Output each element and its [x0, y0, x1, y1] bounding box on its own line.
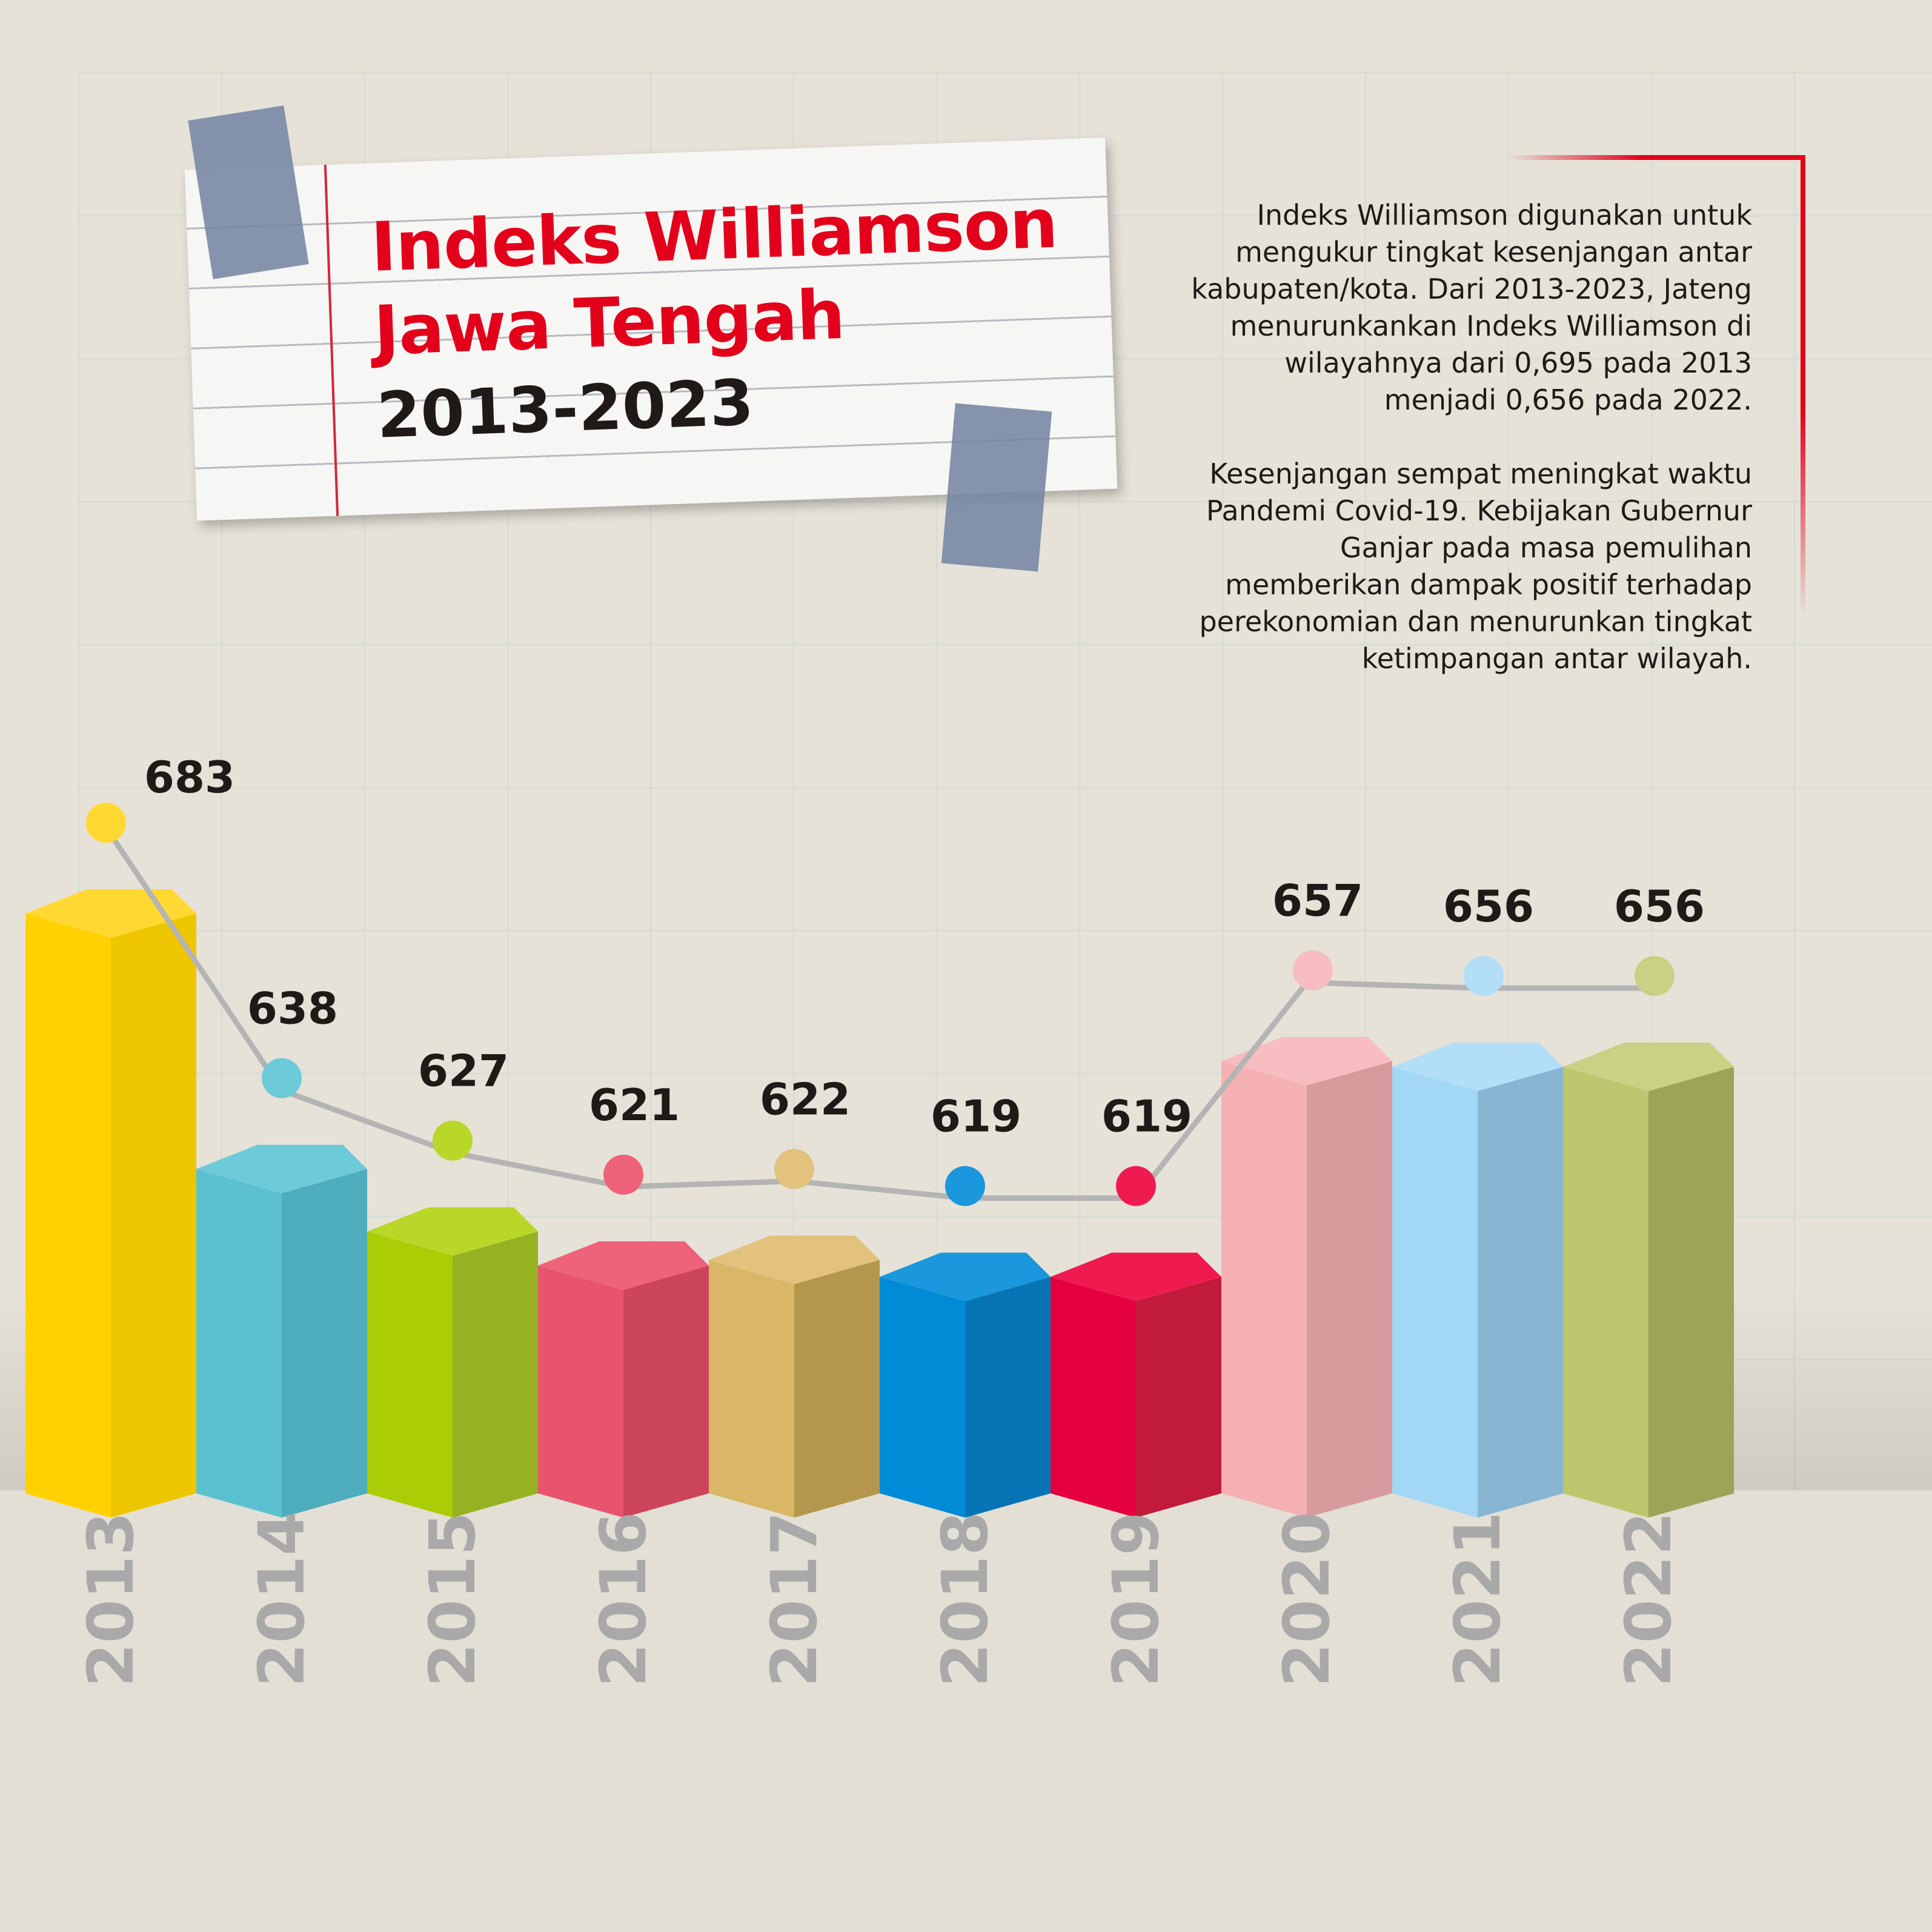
bar-2013	[25, 889, 196, 1518]
trend-line	[108, 833, 1648, 1201]
bar-front-face	[196, 1169, 282, 1518]
bar-top-face	[1392, 1042, 1563, 1091]
bar-top-face	[709, 1235, 880, 1284]
x-tick-label: 2021	[1441, 1512, 1515, 1687]
bar-front-face	[1563, 1066, 1648, 1518]
bar-2021	[1392, 1042, 1563, 1518]
bar-top-face	[367, 1207, 538, 1256]
x-tick-label: 2020	[1270, 1512, 1344, 1687]
bar-side-face	[1648, 1066, 1734, 1518]
bar-front-face	[1392, 1066, 1478, 1518]
point-marker	[262, 1058, 302, 1098]
x-tick-label: 2022	[1612, 1512, 1685, 1687]
bar-front-face	[1051, 1276, 1136, 1518]
value-label: 638	[247, 983, 338, 1034]
bar-top-face	[538, 1241, 709, 1290]
value-label: 683	[144, 752, 235, 803]
bar-side-face	[623, 1265, 709, 1518]
bar-top-face	[1051, 1252, 1221, 1301]
bar-top-face	[196, 1144, 367, 1193]
bar-top-face	[1221, 1037, 1392, 1086]
description-paragraph-2: Kesenjangan sempat meningkat waktu Pande…	[1199, 457, 1752, 675]
bar-2022	[1563, 1042, 1734, 1518]
x-tick-label: 2013	[74, 1512, 148, 1687]
point-marker	[1635, 955, 1675, 996]
bar-side-face	[1136, 1276, 1221, 1518]
x-tick-label: 2016	[586, 1512, 660, 1687]
bar-top-face	[1563, 1042, 1734, 1091]
description-frame-top	[1509, 155, 1805, 160]
point-marker	[1464, 955, 1504, 996]
description-frame-right	[1801, 155, 1805, 616]
value-label: 656	[1443, 881, 1534, 932]
value-label: 619	[931, 1091, 1021, 1142]
bar-2014	[196, 1144, 367, 1518]
value-label: 657	[1272, 875, 1363, 926]
bar-top-face	[880, 1252, 1051, 1301]
bar-side-face	[1478, 1066, 1563, 1518]
bar-side-face	[111, 914, 196, 1518]
value-label: 619	[1101, 1091, 1192, 1142]
bar-front-face	[538, 1265, 623, 1518]
x-tick-label: 2017	[757, 1512, 831, 1687]
bar-front-face	[1221, 1061, 1307, 1518]
x-tick-label: 2018	[928, 1512, 1002, 1687]
x-tick-label: 2015	[416, 1512, 490, 1687]
value-label: 621	[589, 1080, 680, 1130]
bar-front-face	[367, 1231, 453, 1518]
description-text: Indeks Williamson digunakan untuk menguk…	[1170, 197, 1752, 714]
bar-front-face	[25, 914, 111, 1518]
bar-2018	[880, 1252, 1051, 1518]
point-marker	[1116, 1166, 1156, 1206]
bar-side-face	[453, 1231, 538, 1518]
bar-2019	[1051, 1252, 1221, 1518]
bar-front-face	[880, 1276, 965, 1518]
value-label: 656	[1614, 881, 1705, 932]
value-label: 622	[760, 1074, 851, 1125]
bar-side-face	[794, 1260, 880, 1518]
bar-2020	[1221, 1037, 1392, 1518]
value-label: 627	[418, 1046, 509, 1097]
x-tick-label: 2019	[1099, 1512, 1173, 1687]
floor	[0, 1490, 1932, 1932]
bar-side-face	[965, 1276, 1051, 1518]
point-marker	[945, 1166, 985, 1206]
bar-2016	[538, 1241, 709, 1518]
bar-side-face	[282, 1169, 367, 1518]
x-tick-label: 2014	[245, 1512, 319, 1687]
point-marker	[1293, 950, 1333, 991]
point-marker	[86, 803, 126, 843]
point-marker	[774, 1149, 814, 1189]
point-marker	[603, 1154, 643, 1195]
description-paragraph-1: Indeks Williamson digunakan untuk menguk…	[1191, 199, 1752, 416]
bar-2015	[367, 1207, 538, 1518]
bar-side-face	[1307, 1061, 1392, 1518]
bar-2017	[709, 1235, 880, 1518]
bar-front-face	[709, 1260, 794, 1518]
point-marker	[433, 1120, 473, 1161]
